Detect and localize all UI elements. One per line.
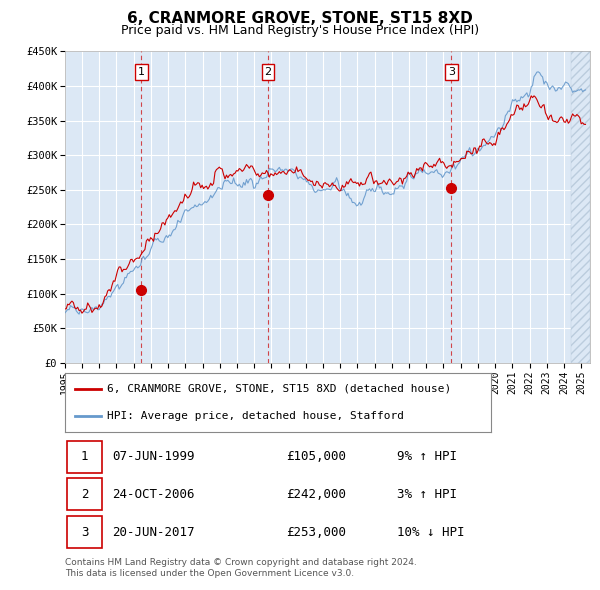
Bar [571,51,590,363]
Text: Contains HM Land Registry data © Crown copyright and database right 2024.: Contains HM Land Registry data © Crown c… [65,558,416,566]
Text: HPI: Average price, detached house, Stafford: HPI: Average price, detached house, Staf… [107,411,404,421]
FancyBboxPatch shape [67,441,102,473]
Text: 2: 2 [265,67,272,77]
Text: 20-JUN-2017: 20-JUN-2017 [112,526,195,539]
Text: 3: 3 [448,67,455,77]
Text: 24-OCT-2006: 24-OCT-2006 [112,488,195,501]
FancyBboxPatch shape [67,478,102,510]
Text: 1: 1 [81,450,88,463]
Text: 07-JUN-1999: 07-JUN-1999 [112,450,195,463]
FancyBboxPatch shape [67,516,102,548]
Text: 3: 3 [81,526,88,539]
Text: 6, CRANMORE GROVE, STONE, ST15 8XD (detached house): 6, CRANMORE GROVE, STONE, ST15 8XD (deta… [107,384,452,394]
Text: £105,000: £105,000 [287,450,347,463]
Text: 10% ↓ HPI: 10% ↓ HPI [397,526,465,539]
Text: 3% ↑ HPI: 3% ↑ HPI [397,488,457,501]
Text: 9% ↑ HPI: 9% ↑ HPI [397,450,457,463]
Text: 1: 1 [138,67,145,77]
Text: Price paid vs. HM Land Registry's House Price Index (HPI): Price paid vs. HM Land Registry's House … [121,24,479,37]
Text: £253,000: £253,000 [287,526,347,539]
Text: £242,000: £242,000 [287,488,347,501]
Text: 6, CRANMORE GROVE, STONE, ST15 8XD: 6, CRANMORE GROVE, STONE, ST15 8XD [127,11,473,25]
Text: This data is licensed under the Open Government Licence v3.0.: This data is licensed under the Open Gov… [65,569,354,578]
Text: 2: 2 [81,488,88,501]
